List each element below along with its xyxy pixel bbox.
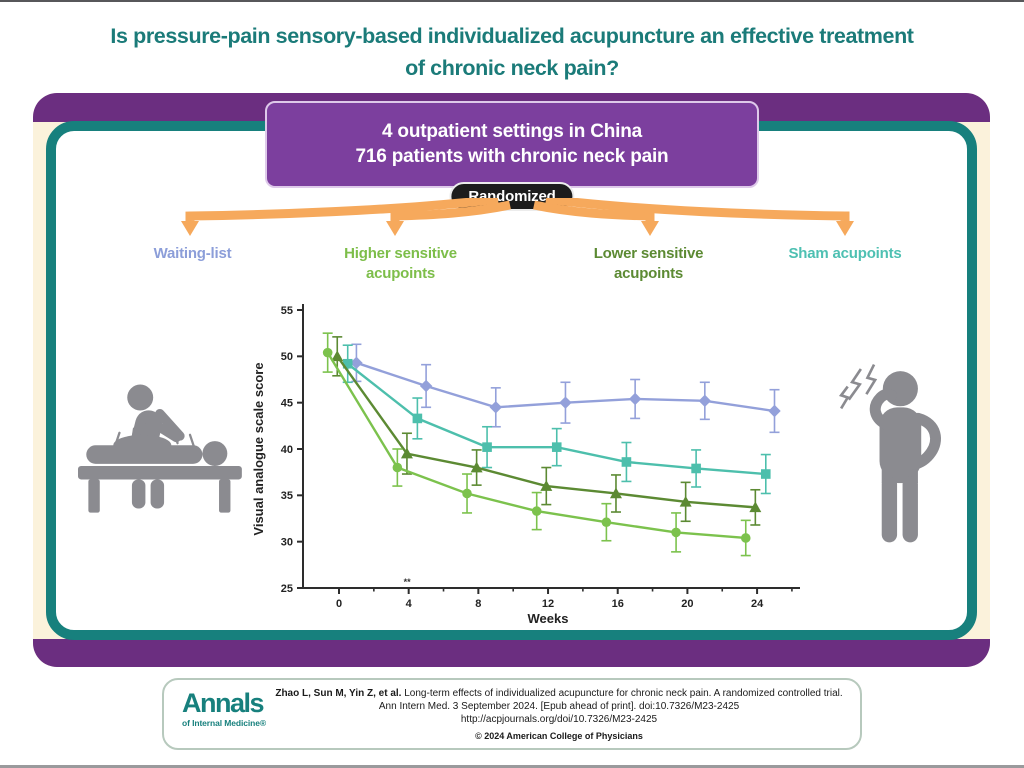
svg-text:24: 24 [751,598,764,610]
svg-text:35: 35 [281,490,293,502]
svg-text:12: 12 [542,598,554,610]
title-line-2: of chronic neck pain? [405,56,619,81]
banner-line-2: 716 patients with chronic neck pain [355,146,669,167]
group-label-waiting-list: Waiting-list [153,245,232,262]
svg-text:0: 0 [336,598,342,610]
group-label-sham-acupoints: Sham acupoints [788,245,902,262]
svg-text:20: 20 [681,598,693,610]
group-label-higher-sensitive: Higher sensitive acupoints [344,245,457,283]
randomization-arrows-icon [181,198,854,236]
vas-score-line-chart: 25 30 35 40 45 50 55 0 4 8 12 16 20 24 Weeks Visual ana… [251,304,800,626]
svg-text:8: 8 [475,598,481,610]
svg-text:55: 55 [281,305,293,317]
page-title: Is pressure-pain sensory-based individua… [0,20,1024,85]
copyright-text: © 2024 American College of Physicians [475,731,643,741]
title-line-1: Is pressure-pain sensory-based individua… [110,24,914,48]
top-border-line [0,0,1024,2]
svg-text:25: 25 [281,583,293,595]
svg-text:16: 16 [612,598,624,610]
group-label-lower-sensitive: Lower sensitive acupoints [593,245,704,283]
citation-url: http://acpjournals.org/doi/10.7326/M23-2… [460,714,658,726]
svg-text:4: 4 [406,598,413,610]
citation-body: Long-term effects of individualized acup… [378,688,843,713]
svg-text:45: 45 [281,397,293,409]
purple-band-bottom [33,639,990,667]
neck-pain-person-icon [838,363,941,543]
y-axis-label: Visual analogue scale score [251,362,266,535]
citation-box: Annals of Internal Medicine® Zhao L, Sun… [162,678,862,750]
study-population-box: 4 outpatient settings in China 716 patie… [265,101,759,188]
annals-logo-subtitle: of Internal Medicine® [182,718,266,728]
bottom-border-line [0,765,1024,768]
svg-text:40: 40 [281,444,293,456]
citation-authors: Zhao L, Sun M, Yin Z, et al. [275,688,402,699]
acupuncture-treatment-icon [78,384,242,513]
svg-text:50: 50 [281,351,293,363]
annals-logo: Annals of Internal Medicine® [182,690,266,728]
citation-text: Zhao L, Sun M, Yin Z, et al. Long-term e… [269,687,849,727]
significance-annotation: ** [404,577,412,587]
x-axis-label: Weeks [528,611,569,626]
svg-text:30: 30 [281,536,293,548]
banner-line-1: 4 outpatient settings in China [381,121,642,142]
annals-logo-title: Annals [182,688,265,718]
